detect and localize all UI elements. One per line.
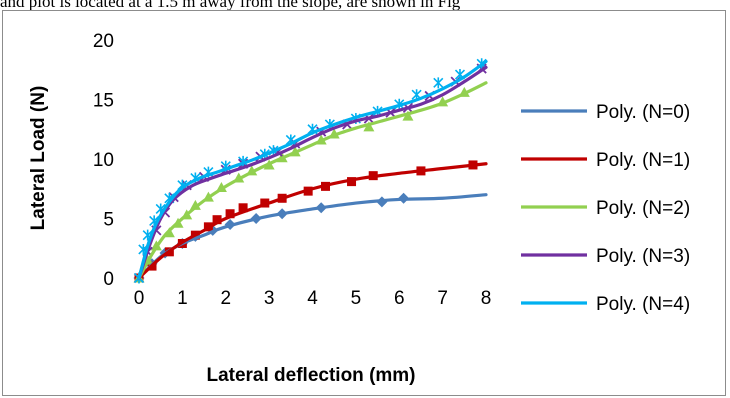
data-point [212, 215, 222, 225]
series-markers-1 [134, 160, 478, 283]
x-tick-label: 1 [177, 288, 188, 309]
data-point [189, 199, 201, 210]
x-tick-label: 7 [437, 288, 448, 309]
y-tick-label: 10 [93, 150, 114, 171]
legend-label: Poly. (N=2) [596, 198, 690, 219]
data-point [363, 121, 375, 132]
series-trendline-2 [137, 81, 488, 280]
series-trendline-3 [137, 65, 488, 280]
legend-label: Poly. (N=0) [596, 102, 690, 123]
y-tick-label: 0 [103, 269, 114, 290]
y-tick-label: 5 [103, 210, 114, 231]
legend-label: Poly. (N=3) [596, 246, 690, 267]
data-point [402, 110, 414, 121]
data-point [225, 209, 235, 219]
legend: Poly. (N=0) Poly. (N=1) Poly. (N=2) Poly. (… [521, 102, 690, 315]
plot-area [133, 58, 488, 284]
x-tick-label: 8 [481, 288, 492, 309]
series-markers-0 [133, 192, 410, 284]
y-tick-label: 20 [93, 31, 114, 52]
series-trendline-4 [137, 59, 488, 280]
axes: 0 5 10 15 20 0 1 2 3 4 5 6 7 8 [93, 31, 491, 309]
data-point [433, 77, 444, 89]
legend-label: Poly. (N=1) [596, 150, 690, 171]
x-axis-title: Lateral deflection (mm) [206, 365, 415, 386]
series-markers-3 [133, 63, 487, 284]
y-tick-label: 15 [93, 91, 114, 112]
x-tick-label: 4 [307, 288, 318, 309]
x-tick-label: 5 [351, 288, 362, 309]
y-axis-title: Lateral Load (N) [28, 86, 49, 231]
x-tick-label: 3 [264, 288, 275, 309]
legend-label: Poly. (N=4) [596, 294, 690, 315]
x-tick-label: 2 [220, 288, 231, 309]
data-point [238, 203, 248, 213]
cropped-document-text: and plot is located at a 1.5 m away from… [0, 0, 461, 11]
x-tick-label: 0 [134, 288, 145, 309]
series-trendline-1 [137, 162, 488, 280]
x-tick-label: 6 [394, 288, 405, 309]
